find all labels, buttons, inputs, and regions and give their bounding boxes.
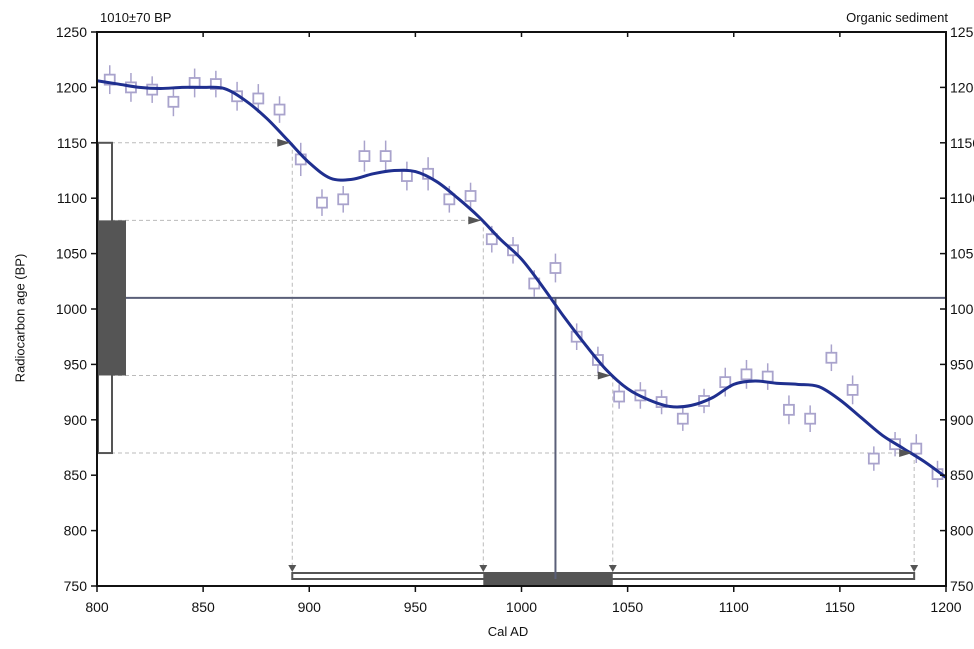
data-point-24 [613, 390, 626, 403]
calibration-data-points [103, 65, 944, 488]
calibration-curve [96, 79, 947, 479]
guide-arrow-0 [288, 565, 297, 572]
data-point-33 [804, 412, 817, 425]
y-tick-label-right-10: 1250 [950, 24, 974, 40]
data-point-18 [485, 233, 498, 246]
guide-arrow-3 [910, 565, 919, 572]
range-guide-lines [97, 142, 919, 572]
x-tick-label-7: 1150 [825, 599, 855, 615]
y-axis-ticks: 750 750 800 800 850 850 900 900 950 950 1000 1000 10… [56, 24, 974, 594]
range-marker-0 [277, 138, 291, 147]
data-point-29 [719, 376, 732, 389]
data-point-27 [676, 412, 689, 425]
y-tick-label-right-8: 1150 [950, 135, 974, 151]
data-point-10 [316, 196, 328, 209]
x-tick-label-6: 1100 [719, 599, 749, 615]
y-tick-label-left-9: 1200 [56, 79, 87, 95]
data-point-35 [846, 383, 859, 396]
calibrated-range-bars [291, 572, 916, 586]
data-point-17 [464, 190, 477, 202]
y-tick-label-right-2: 850 [950, 467, 974, 483]
range-marker-2 [597, 371, 611, 380]
x-axis-label: Cal AD [487, 624, 529, 639]
y-tick-label-left-1: 800 [64, 523, 88, 539]
sample-type-label: Organic sediment [846, 10, 948, 25]
y-tick-label-right-1: 800 [950, 523, 974, 539]
range-marker-3 [899, 449, 913, 458]
x-tick-label-3: 950 [404, 599, 428, 615]
y-tick-label-right-9: 1200 [950, 79, 974, 95]
y-tick-label-left-7: 1100 [57, 190, 87, 206]
y-tick-label-left-3: 900 [64, 412, 88, 428]
data-point-38 [910, 442, 923, 455]
y-tick-label-left-10: 1250 [56, 24, 87, 40]
data-point-30 [740, 368, 753, 381]
y-axis-label: Radiocarbon age (BP) [12, 253, 28, 383]
y-tick-label-right-5: 1000 [950, 301, 974, 317]
data-point-11 [337, 193, 350, 206]
y-tick-label-left-5: 1000 [56, 301, 87, 317]
y-tick-label-left-6: 1050 [56, 246, 87, 262]
plot-frame [96, 31, 947, 587]
data-point-36 [867, 452, 880, 465]
y-tick-label-right-6: 1050 [950, 246, 974, 262]
data-point-12 [358, 150, 371, 162]
x-tick-label-1: 850 [191, 599, 215, 615]
data-point-0 [103, 73, 116, 86]
data-point-21 [549, 262, 562, 274]
data-point-7 [252, 92, 265, 105]
data-point-5 [209, 78, 222, 90]
data-point-16 [443, 193, 456, 206]
x-tick-label-8: 1200 [930, 599, 961, 615]
data-point-34 [825, 351, 838, 364]
x-tick-label-5: 1050 [612, 599, 643, 615]
data-point-3 [167, 95, 180, 108]
y-tick-label-left-0: 750 [64, 578, 88, 594]
x-tick-label-4: 1000 [506, 599, 537, 615]
y-tick-label-left-8: 1150 [57, 135, 87, 151]
y-tick-label-right-3: 900 [950, 412, 974, 428]
y-tick-label-right-4: 950 [950, 356, 974, 372]
measurement-bars [97, 141, 946, 579]
x-tick-label-2: 900 [298, 599, 322, 615]
data-point-8 [273, 103, 286, 116]
data-point-14 [400, 170, 413, 182]
y-tick-label-left-4: 950 [64, 356, 88, 372]
data-point-32 [783, 403, 795, 416]
range-1sigma-bar [483, 572, 613, 586]
calibration-curve-group [96, 79, 947, 479]
guide-arrow-1 [479, 565, 488, 572]
data-point-31 [761, 370, 774, 383]
y-tick-label-right-7: 1100 [950, 190, 974, 206]
range-marker-1 [468, 216, 482, 225]
y-tick-label-right-0: 750 [950, 578, 974, 594]
measurement-1sigma-bar [98, 220, 126, 376]
range-markers [277, 138, 913, 458]
guide-arrow-2 [608, 565, 617, 572]
x-tick-label-0: 800 [85, 599, 109, 615]
data-point-13 [379, 150, 392, 162]
y-tick-label-left-2: 850 [64, 467, 88, 483]
plot-border [96, 31, 947, 587]
measurement-label: 1010±70 BP [100, 10, 172, 25]
x-axis-ticks: 800 850 900 950 1000 1050 1100 1150 1200 [85, 32, 962, 615]
